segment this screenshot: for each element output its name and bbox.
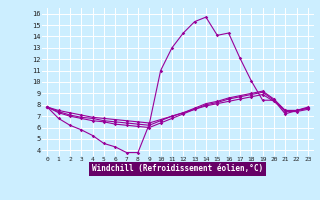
X-axis label: Windchill (Refroidissement éolien,°C): Windchill (Refroidissement éolien,°C) [92,164,263,173]
